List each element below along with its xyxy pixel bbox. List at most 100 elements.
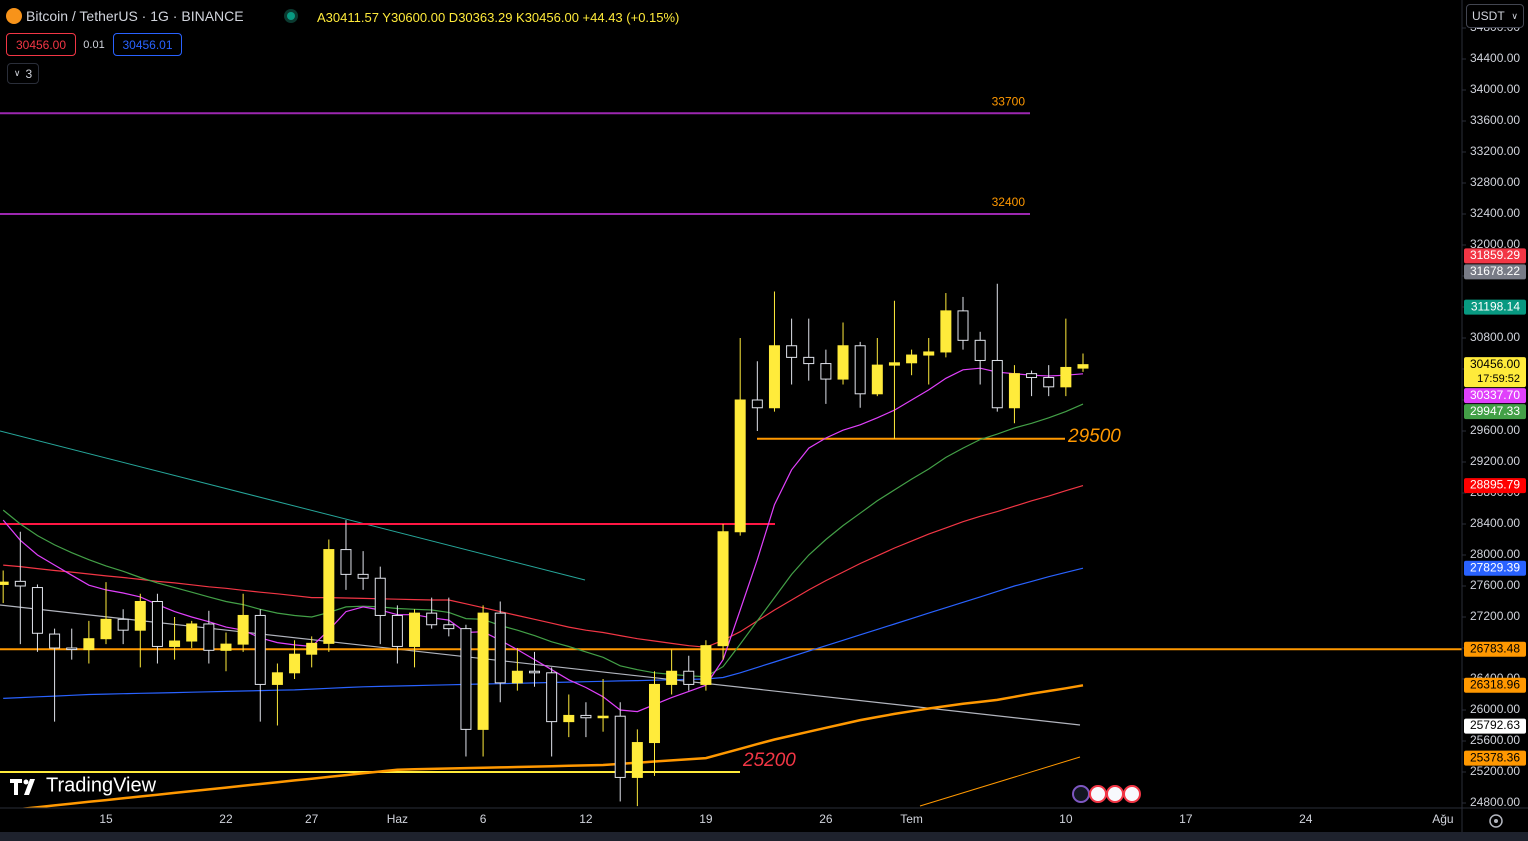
candle-body	[666, 670, 678, 685]
candle-body	[374, 577, 386, 616]
candle-body	[786, 345, 798, 358]
candle-body	[751, 399, 763, 409]
x-tick-label: Ağu	[1432, 812, 1453, 826]
symbol-title[interactable]: Bitcoin / TetherUS · 1G · BINANCE	[26, 8, 244, 24]
trend-line	[919, 756, 1081, 807]
price-tag-label: 31198.14	[1471, 299, 1520, 313]
logo: TradingView	[10, 774, 157, 796]
price-tag-label: 26318.96	[1470, 677, 1520, 691]
level-label: 33700	[992, 94, 1026, 108]
logo-text: TradingView	[46, 774, 157, 796]
candle-body	[546, 672, 558, 723]
y-tick-label: 27600.00	[1470, 578, 1520, 592]
event-icons[interactable]	[1072, 785, 1141, 803]
event-icon[interactable]	[1072, 785, 1090, 803]
candle-body	[306, 642, 318, 655]
price-tag	[1464, 560, 1526, 576]
candle-body	[529, 670, 541, 674]
price-tag	[1464, 248, 1526, 264]
event-icon[interactable]	[1123, 785, 1141, 803]
price-tag	[1464, 264, 1526, 280]
y-tick-label: 29600.00	[1470, 423, 1520, 437]
price-tag-label: 31678.22	[1470, 264, 1520, 278]
candle-body	[511, 670, 523, 684]
currency[interactable]: USDT	[1472, 9, 1505, 23]
bottom-bar	[0, 832, 1528, 841]
price-tag-label: 30337.70	[1470, 388, 1520, 402]
indicator-line	[3, 567, 1084, 699]
x-tick-label: 17	[1179, 812, 1193, 826]
x-tick-label: 27	[305, 812, 319, 826]
candle-body	[837, 345, 849, 380]
y-tick-label: 28000.00	[1470, 547, 1520, 561]
candle-body	[854, 345, 866, 395]
trend-line	[0, 430, 586, 581]
price-tag	[1464, 641, 1526, 657]
y-tick-label: 33200.00	[1470, 144, 1520, 158]
y-tick-label: 30800.00	[1470, 330, 1520, 344]
x-tick-label: 26	[819, 812, 833, 826]
y-tick-label: 34400.00	[1470, 51, 1520, 65]
settings-icon[interactable]	[1489, 814, 1503, 828]
candle-body	[717, 531, 729, 647]
candle-body	[580, 714, 592, 719]
candle-body	[49, 633, 61, 649]
x-tick-label: 19	[699, 812, 713, 826]
candle-body	[974, 339, 986, 361]
indicators-count: 3	[25, 66, 33, 81]
candle-body	[803, 356, 815, 365]
candle-body	[340, 549, 352, 575]
x-tick-label: 10	[1059, 812, 1073, 826]
price-tag	[1464, 357, 1526, 388]
candle-body	[820, 363, 832, 380]
logo-dot	[23, 779, 29, 785]
candle-body	[460, 628, 472, 730]
candle-body	[134, 601, 146, 631]
candle-body	[1043, 377, 1055, 388]
y-tick-label: 33600.00	[1470, 113, 1520, 127]
indicator-line	[17, 684, 1084, 808]
x-tick-label: 15	[99, 812, 113, 826]
candle-body	[14, 580, 26, 587]
y-tick-label: 26000.00	[1470, 702, 1520, 716]
candle-body	[289, 653, 301, 674]
candle-body	[357, 573, 369, 579]
level-label: 32400	[992, 195, 1026, 209]
sell-button[interactable]: 30456.00	[6, 33, 76, 56]
x-tick-label: 24	[1299, 812, 1313, 826]
logo-mark	[10, 779, 35, 795]
x-tick-label: 12	[579, 812, 593, 826]
price-tag-label: 25792.63	[1470, 718, 1520, 732]
chevron: ∨	[13, 68, 21, 78]
x-tick-label: 6	[480, 812, 487, 826]
candle-body	[186, 623, 198, 642]
level-label: 25200	[742, 750, 796, 771]
candle-body	[957, 310, 969, 341]
y-tick-label: 25600.00	[1470, 733, 1520, 747]
buy-button[interactable]: 30456.01	[113, 33, 182, 56]
symbol-icon	[6, 8, 22, 24]
event-icon[interactable]	[1106, 785, 1124, 803]
x-tick-label: Haz	[387, 812, 408, 826]
y-tick-label: 25200.00	[1470, 764, 1520, 778]
indicators-toggle[interactable]: ∨ 3	[7, 63, 39, 84]
candle-body	[1077, 364, 1089, 369]
candle-body	[151, 601, 163, 647]
candle-body	[100, 618, 112, 640]
indicator-line	[2, 403, 1084, 678]
candle-body	[494, 612, 506, 684]
y-tick-label: 32000.00	[1470, 237, 1520, 251]
event-icon[interactable]	[1089, 785, 1107, 803]
currency-select[interactable]: USDT ∨	[1466, 4, 1524, 28]
x-tick-label: 22	[219, 812, 233, 826]
gear-center[interactable]	[1494, 819, 1498, 823]
gear[interactable]	[1489, 814, 1503, 828]
countdown: 17:59:52	[1477, 373, 1520, 385]
symbol-header[interactable]: Bitcoin / TetherUS · 1G · BINANCE	[6, 8, 244, 24]
candle-body	[1026, 373, 1038, 379]
candle-body	[991, 359, 1003, 409]
trend-line	[0, 604, 1081, 726]
